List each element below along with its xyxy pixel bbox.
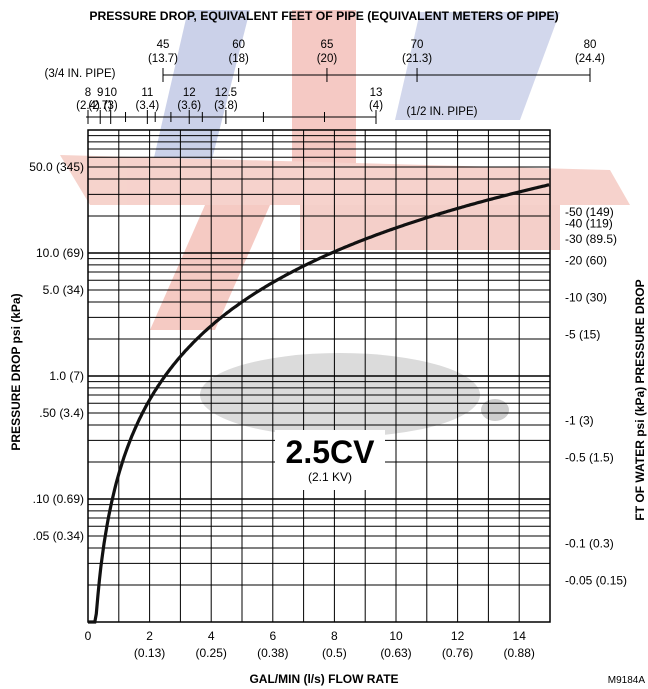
y-axis-label-right: FT OF WATER psi (kPa) PRESSURE DROP [633, 279, 647, 520]
watermark-logo [60, 10, 630, 437]
pipe-1-2-tick-label: 12 [183, 87, 196, 99]
x-tick-label: 2 [146, 629, 153, 643]
x-tick-label-metric: (0.88) [504, 646, 535, 660]
y-right-tick-label: -10 (30) [565, 291, 607, 305]
pipe-1-2-tick-label-metric: (3.8) [214, 100, 238, 112]
pipe-3-4-tick-label: 80 [584, 39, 597, 51]
y-right-tick-label: -50 (149) [565, 205, 614, 219]
x-tick-label: 10 [389, 629, 403, 643]
pipe-3-4-tick-label-metric: (21.3) [402, 53, 432, 65]
pipe-1-2-tick-label-metric: (2.7) [88, 100, 112, 112]
pipe-1-2-tick-label-metric: (3.4) [136, 100, 160, 112]
pipe-3-4-scale: 45 (13.7) 60 (18) 65 (20) 70 (21.3) 80 (24.4) (3/4… [45, 39, 605, 82]
pipe-1-2-tick-label: 11 [141, 87, 153, 99]
pipe-3-4-tick-label-metric: (13.7) [148, 53, 178, 65]
y-left-tick-labels: 50.0 (345) 10.0 (69) 5.0 (34) 1.0 (7) .50 (3… [29, 160, 84, 543]
pipe-1-2-tick-label-metric: (3.6) [177, 100, 201, 112]
x-tick-labels: 0 2 (0.13) 4 (0.25) 6 (0.38) 8 (0.5) 10 (0.63) 12 (0… [85, 629, 535, 660]
pipe-3-4-tick-label: 45 [157, 39, 170, 51]
x-tick-label: 12 [451, 629, 465, 643]
y-axis-label-left: PRESSURE DROP psi (kPa) [9, 293, 23, 450]
y-right-tick-label: -0.05 (0.15) [565, 574, 627, 588]
y-left-tick-label: 10.0 (69) [36, 246, 84, 260]
x-tick-label: 0 [85, 629, 92, 643]
y-right-tick-labels: -50 (149)-40 (119)-30 (89.5) -20 (60) -10 … [565, 205, 627, 588]
y-right-tick-label: -0.1 (0.3) [565, 537, 614, 551]
x-tick-label: 8 [331, 629, 338, 643]
y-left-tick-label: 5.0 (34) [43, 283, 84, 297]
x-tick-label: 14 [513, 629, 527, 643]
x-tick-label-metric: (0.13) [134, 646, 165, 660]
plot-frame [87, 129, 551, 623]
x-tick-label-metric: (0.63) [380, 646, 411, 660]
pipe-1-2-tick-label: 8 [85, 87, 91, 99]
kv-label: (2.1 KV) [308, 470, 352, 484]
figure-id: M9184A [608, 675, 646, 686]
pipe-1-2-tick-label: 12.5 [215, 87, 237, 99]
pipe-3-4-label: (3/4 IN. PIPE) [45, 68, 116, 80]
cv-label-box [275, 430, 385, 490]
pipe-3-4-tick-label-metric: (18) [228, 53, 249, 65]
x-tick-label-metric: (0.38) [257, 646, 288, 660]
x-tick-label: 6 [269, 629, 276, 643]
pipe-1-2-tick-label-metric: (2.4) [76, 100, 100, 112]
y-left-tick-label: .05 (0.34) [33, 529, 84, 543]
y-right-tick-label: -30 (89.5) [565, 232, 617, 246]
y-right-tick-label: -1 (3) [565, 414, 594, 428]
chart-title: PRESSURE DROP, EQUIVALENT FEET OF PIPE (… [89, 9, 558, 23]
cv-label: 2.5CV [286, 434, 376, 470]
y-left-tick-label: .50 (3.4) [39, 406, 84, 420]
pipe-1-2-scale: 8(2.4)9(2.7)10(3) 11(3.4) 12(3.6) 12.5(3.8)… [76, 87, 478, 124]
pipe-1-2-label: (1/2 IN. PIPE) [407, 106, 478, 118]
pipe-3-4-tick-label-metric: (20) [317, 53, 338, 65]
pipe-1-2-tick-label: 13 [370, 87, 383, 99]
x-tick-label: 4 [208, 629, 215, 643]
pipe-1-2-tick-label-metric: (4) [369, 100, 383, 112]
y-right-tick-label: -20 (60) [565, 254, 607, 268]
pipe-1-2-tick-label: 9 [97, 87, 103, 99]
y-left-tick-label: 1.0 (7) [49, 369, 84, 383]
flow-curve-series [88, 183, 550, 624]
y-right-tick-label: -40 (119) [565, 217, 613, 231]
y-right-tick-label: -5 (15) [565, 328, 600, 342]
pipe-3-4-tick-label: 65 [321, 39, 334, 51]
pipe-1-2-tick-label-metric: (3) [104, 100, 118, 112]
pipe-3-4-tick-label-metric: (24.4) [575, 53, 605, 65]
pipe-1-2-tick-label: 10 [104, 87, 117, 99]
pipe-3-4-tick-label: 70 [411, 39, 424, 51]
y-right-tick-label: -0.5 (1.5) [565, 451, 614, 465]
pipe-3-4-tick-label: 60 [232, 39, 245, 51]
x-tick-label-metric: (0.76) [442, 646, 473, 660]
x-tick-label-metric: (0.5) [322, 646, 347, 660]
y-left-tick-label: .10 (0.69) [33, 492, 84, 506]
y-left-tick-label: 50.0 (345) [29, 160, 84, 174]
x-tick-label-metric: (0.25) [196, 646, 227, 660]
x-axis-label: GAL/MIN (l/s) FLOW RATE [249, 672, 398, 686]
